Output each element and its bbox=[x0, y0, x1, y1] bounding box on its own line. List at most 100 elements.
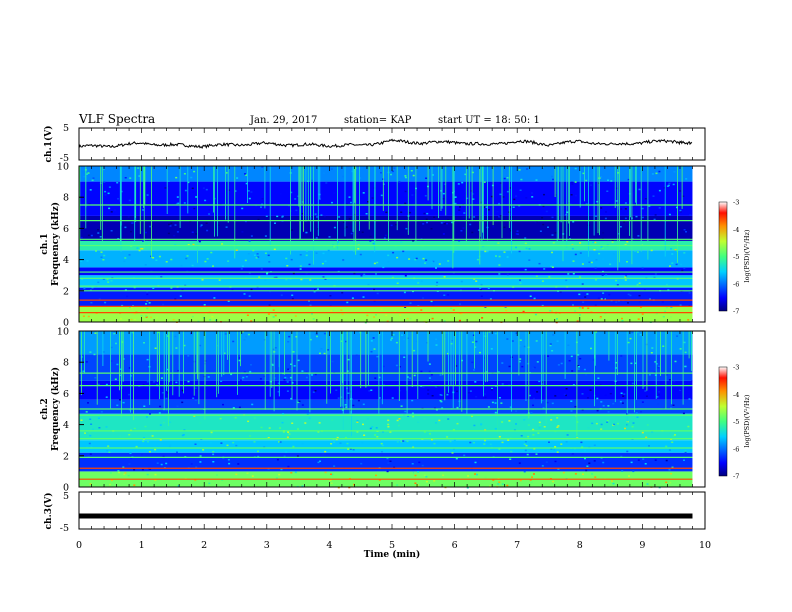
spectrogram-cell bbox=[117, 470, 120, 472]
spectrogram-cell bbox=[309, 279, 312, 281]
spectrogram-cell bbox=[519, 279, 521, 281]
spectrogram-cell bbox=[596, 397, 599, 400]
spectrogram-cell bbox=[421, 464, 424, 467]
spectrogram-cell bbox=[564, 213, 567, 216]
spectrogram-cell bbox=[382, 183, 385, 185]
spectrogram-cell bbox=[498, 216, 501, 218]
spectrogram-cell bbox=[488, 331, 491, 333]
spectrogram-cell bbox=[314, 390, 317, 392]
spectrogram-cell bbox=[622, 395, 625, 397]
spectrogram-cell bbox=[305, 370, 308, 373]
spectrogram-cell bbox=[670, 248, 673, 250]
spectrogram-cell bbox=[552, 480, 555, 483]
spectrogram-cell bbox=[93, 353, 96, 356]
spectrogram-cell bbox=[176, 405, 179, 407]
spectrogram-cell bbox=[649, 166, 652, 168]
spectrogram-cell bbox=[128, 367, 131, 369]
spectrogram-cell bbox=[152, 287, 155, 289]
spectrogram-cell bbox=[476, 258, 479, 261]
spectrogram-cell bbox=[422, 257, 425, 260]
spectrogram-cell bbox=[399, 389, 402, 392]
spectrogram-cell bbox=[374, 434, 377, 436]
spectrogram-cell bbox=[170, 287, 173, 289]
spectrogram-band bbox=[79, 267, 693, 276]
spectrogram-cell bbox=[629, 337, 632, 340]
spectrogram-cell bbox=[273, 276, 276, 279]
spectrogram-band bbox=[79, 380, 693, 400]
spectrogram-cell bbox=[524, 449, 527, 452]
spectrogram-cell bbox=[658, 393, 660, 396]
spectrogram-cell bbox=[472, 193, 475, 195]
spectrogram-cell bbox=[664, 310, 667, 313]
spectrogram-cell bbox=[107, 192, 110, 195]
spectrogram-cell bbox=[396, 282, 399, 284]
spectrogram-cell bbox=[128, 199, 131, 202]
spectrogram-cell bbox=[523, 470, 526, 473]
spectrogram-cell bbox=[444, 393, 447, 396]
spectrogram-cell bbox=[518, 205, 521, 207]
spectrogram-cell bbox=[130, 375, 133, 377]
spectrogram-cell bbox=[683, 341, 686, 344]
spectrogram-cell bbox=[246, 472, 249, 474]
spectrogram-cell bbox=[554, 194, 557, 196]
spectrogram-cell bbox=[89, 453, 92, 455]
spectrogram-cell bbox=[336, 436, 339, 439]
spectrogram-cell bbox=[324, 471, 327, 474]
spectrogram-cell bbox=[565, 279, 568, 282]
spectrogram-cell bbox=[160, 463, 163, 466]
spectrogram-cell bbox=[318, 422, 321, 424]
spectrogram-cell bbox=[666, 185, 669, 187]
spectrogram-cell bbox=[286, 381, 289, 383]
spectrogram-cell bbox=[339, 442, 342, 444]
spectrogram-cell bbox=[570, 400, 573, 402]
spectrogram-cell bbox=[346, 370, 349, 372]
spectrogram-cell bbox=[480, 295, 483, 297]
spectrogram-cell bbox=[519, 479, 522, 482]
spectrogram-cell bbox=[192, 397, 195, 399]
spectrogram-cell bbox=[90, 334, 93, 337]
ch2-colorbar-gradient bbox=[718, 366, 728, 477]
spectrogram-cell bbox=[641, 207, 644, 210]
spectrogram-cell bbox=[482, 245, 485, 248]
spectrogram-cell bbox=[340, 309, 343, 311]
spectrogram-cell bbox=[533, 447, 536, 450]
spectrogram-cell bbox=[431, 379, 434, 382]
spectrogram-cell bbox=[148, 451, 151, 453]
spectrogram-cell bbox=[691, 380, 694, 382]
spectrogram-cell bbox=[626, 261, 628, 263]
spectrogram-cell bbox=[503, 177, 506, 180]
spectrogram-cell bbox=[632, 470, 635, 473]
spectrogram-cell bbox=[216, 474, 218, 476]
spectrogram-cell bbox=[122, 466, 125, 468]
spectrogram-cell bbox=[306, 413, 309, 415]
spectrogram-cell bbox=[322, 453, 325, 455]
spectrogram-cell bbox=[229, 286, 232, 288]
spectrogram-cell bbox=[162, 303, 165, 306]
spectrogram-cell bbox=[551, 266, 554, 268]
spectrogram-cell bbox=[342, 259, 345, 261]
spectrogram-cell bbox=[602, 297, 605, 300]
spectrogram-cell bbox=[624, 208, 627, 210]
spectrogram-cell bbox=[199, 461, 202, 463]
spectrogram-cell bbox=[620, 208, 623, 210]
spectrogram-cell bbox=[145, 303, 148, 305]
spectrogram-cell bbox=[110, 211, 113, 213]
spectrogram-cell bbox=[425, 259, 428, 261]
spectrogram-cell bbox=[423, 212, 426, 215]
spectrogram-cell bbox=[133, 468, 136, 471]
spectrogram-cell bbox=[506, 273, 509, 276]
spectrogram-cell bbox=[385, 314, 388, 317]
spectrogram-cell bbox=[600, 207, 603, 209]
spectrogram-cell bbox=[533, 397, 535, 400]
spectrogram-cell bbox=[146, 293, 149, 296]
spectrogram-cell bbox=[550, 448, 553, 450]
spectrogram-ytick-label: 2 bbox=[63, 286, 69, 297]
spectrogram-cell bbox=[398, 418, 401, 421]
spectrogram-cell bbox=[683, 459, 685, 461]
spectrogram-cell bbox=[589, 389, 592, 391]
spectrogram-cell bbox=[480, 423, 483, 426]
spectrogram-cell bbox=[537, 432, 540, 434]
spectrogram-cell bbox=[552, 178, 554, 181]
spectrogram-band bbox=[79, 215, 693, 241]
spectrogram-cell bbox=[549, 422, 552, 425]
